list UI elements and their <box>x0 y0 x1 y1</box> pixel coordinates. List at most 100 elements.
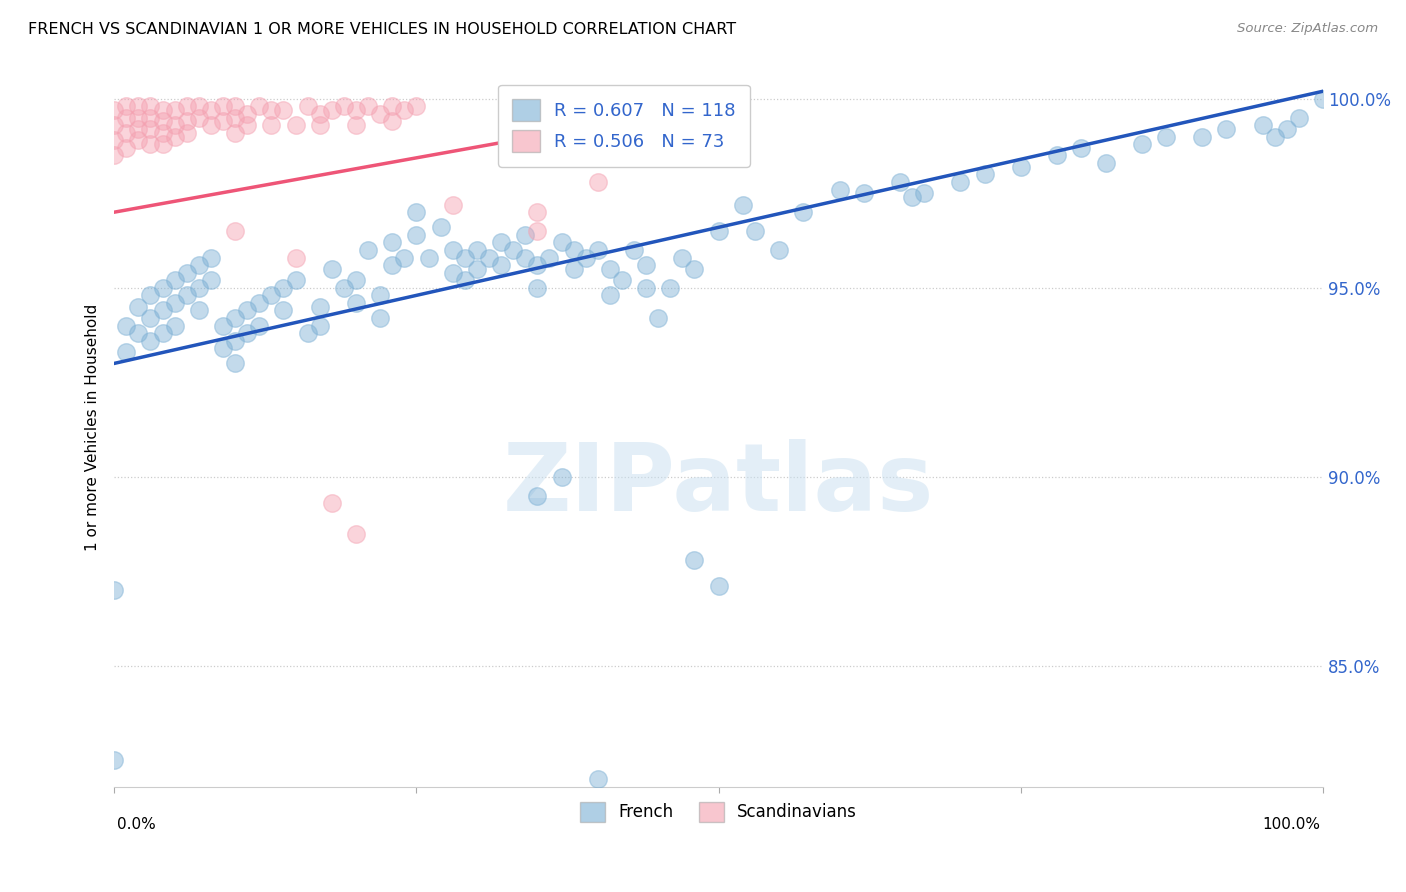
Point <box>224 126 246 140</box>
Point <box>297 99 319 113</box>
Point <box>441 266 464 280</box>
Point <box>599 261 621 276</box>
Point <box>731 197 754 211</box>
Point <box>1264 129 1286 144</box>
Point <box>1191 129 1213 144</box>
Point <box>163 103 186 117</box>
Point <box>127 300 149 314</box>
Point <box>200 273 222 287</box>
Point <box>200 103 222 117</box>
Point <box>152 326 174 341</box>
Point <box>973 167 995 181</box>
Point <box>212 318 235 333</box>
Point <box>368 288 391 302</box>
Point <box>212 114 235 128</box>
Point <box>321 103 343 117</box>
Point <box>308 300 330 314</box>
Point <box>478 251 501 265</box>
Point <box>284 118 307 132</box>
Point <box>163 118 186 132</box>
Point <box>744 224 766 238</box>
Point <box>115 111 138 125</box>
Point <box>103 133 125 147</box>
Point <box>636 281 658 295</box>
Point <box>187 258 209 272</box>
Point <box>103 148 125 162</box>
Point <box>176 266 198 280</box>
Point <box>333 281 356 295</box>
Point <box>127 111 149 125</box>
Point <box>224 356 246 370</box>
Point <box>526 205 548 219</box>
Point <box>562 261 585 276</box>
Point <box>260 118 283 132</box>
Point <box>152 281 174 295</box>
Point <box>381 258 404 272</box>
Point <box>368 311 391 326</box>
Point <box>127 99 149 113</box>
Point <box>575 251 598 265</box>
Point <box>1010 160 1032 174</box>
Point <box>163 296 186 310</box>
Point <box>707 579 730 593</box>
Point <box>127 122 149 136</box>
Point <box>381 235 404 250</box>
Point <box>163 318 186 333</box>
Point <box>247 296 270 310</box>
Point <box>139 311 162 326</box>
Point <box>610 273 633 287</box>
Point <box>515 227 537 242</box>
Point <box>394 251 416 265</box>
Point <box>224 224 246 238</box>
Point <box>187 99 209 113</box>
Point <box>103 118 125 132</box>
Text: ZIPatlas: ZIPatlas <box>503 439 935 531</box>
Point <box>224 334 246 348</box>
Point <box>115 318 138 333</box>
Point <box>671 251 693 265</box>
Point <box>200 118 222 132</box>
Point <box>247 99 270 113</box>
Point <box>1288 111 1310 125</box>
Point <box>236 303 259 318</box>
Point <box>599 288 621 302</box>
Point <box>152 303 174 318</box>
Point <box>1154 129 1177 144</box>
Point <box>418 251 440 265</box>
Point <box>405 227 427 242</box>
Point <box>236 118 259 132</box>
Point <box>273 281 295 295</box>
Point <box>526 281 548 295</box>
Point <box>224 99 246 113</box>
Point <box>683 261 706 276</box>
Point <box>1312 92 1334 106</box>
Point <box>139 111 162 125</box>
Point <box>526 224 548 238</box>
Point <box>284 273 307 287</box>
Point <box>127 133 149 147</box>
Point <box>176 288 198 302</box>
Point <box>368 107 391 121</box>
Point <box>405 205 427 219</box>
Point <box>1046 148 1069 162</box>
Point <box>1275 122 1298 136</box>
Point <box>297 326 319 341</box>
Point <box>465 243 488 257</box>
Point <box>139 122 162 136</box>
Point <box>465 261 488 276</box>
Point <box>176 99 198 113</box>
Point <box>224 111 246 125</box>
Point <box>139 334 162 348</box>
Point <box>115 141 138 155</box>
Point <box>163 129 186 144</box>
Point <box>115 126 138 140</box>
Point <box>489 258 512 272</box>
Point <box>224 311 246 326</box>
Point <box>357 99 380 113</box>
Point <box>344 296 367 310</box>
Point <box>260 288 283 302</box>
Point <box>792 205 814 219</box>
Point <box>1130 137 1153 152</box>
Point <box>357 243 380 257</box>
Point <box>647 311 669 326</box>
